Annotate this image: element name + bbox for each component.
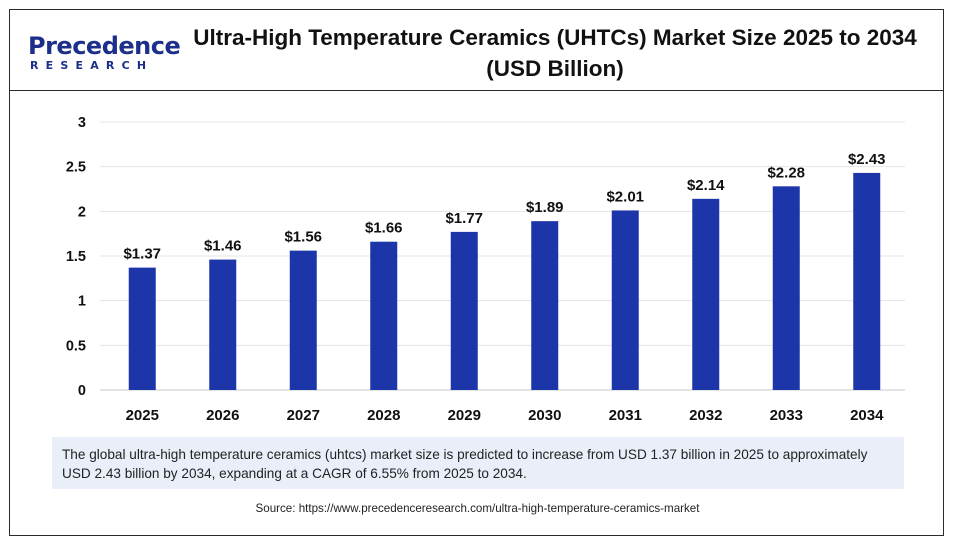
- bar: [370, 241, 398, 390]
- header: Precedence RESEARCH Ultra-High Temperatu…: [10, 10, 943, 91]
- bar-value-label: $2.28: [767, 164, 805, 181]
- y-tick-label: 1: [78, 294, 86, 310]
- y-tick-label: 0: [78, 383, 86, 399]
- x-tick-label: 2033: [770, 407, 803, 424]
- bar-value-label: $1.66: [365, 220, 403, 237]
- x-tick-label: 2025: [126, 407, 159, 424]
- chart-title: Ultra-High Temperature Ceramics (UHTCs) …: [193, 25, 917, 81]
- bar: [450, 231, 478, 390]
- x-tick-label: 2028: [367, 407, 400, 424]
- y-tick-label: 0.5: [66, 338, 86, 354]
- y-tick-label: 2.5: [66, 160, 86, 176]
- logo-subtitle: RESEARCH: [30, 59, 154, 72]
- x-axis-ticks: 2025 2026 2027 2028 2029 2030 2031 2032 2033 2034: [126, 407, 885, 424]
- x-tick-label: 2030: [528, 407, 561, 424]
- bar: [128, 267, 156, 390]
- bar: [772, 186, 800, 390]
- bar: [611, 210, 639, 390]
- bar-value-label: $2.01: [606, 188, 644, 205]
- bar-value-label: $2.14: [687, 177, 725, 194]
- bar: [209, 259, 237, 390]
- value-labels: $1.37 $1.46 $1.56 $1.66 $1.77 $1.89 $2.01 $2.14…: [123, 151, 885, 263]
- bar-value-label: $2.43: [848, 151, 886, 168]
- bar-value-label: $1.89: [526, 199, 564, 216]
- bar-value-label: $1.56: [284, 229, 322, 246]
- bar-value-label: $1.77: [445, 210, 483, 227]
- bar: [289, 250, 317, 390]
- bar: [692, 198, 720, 390]
- brand-logo: Precedence RESEARCH: [28, 32, 181, 78]
- bar: [853, 172, 881, 390]
- logo-wordmark: Precedence: [28, 32, 181, 60]
- y-tick-label: 1.5: [66, 249, 86, 265]
- bar-value-label: $1.37: [123, 246, 161, 263]
- x-tick-label: 2029: [448, 407, 481, 424]
- x-tick-label: 2027: [287, 407, 320, 424]
- y-tick-label: 2: [78, 204, 86, 220]
- x-tick-label: 2031: [609, 407, 642, 424]
- y-axis-ticks: 0 0.5 1 1.5 2 2.5 3: [66, 115, 86, 399]
- bars: [128, 172, 881, 390]
- summary-note: The global ultra-high temperature cerami…: [52, 437, 904, 489]
- bar-value-label: $1.46: [204, 238, 242, 255]
- source-text: Source: https://www.precedenceresearch.c…: [255, 502, 700, 515]
- y-tick-label: 3: [78, 115, 86, 131]
- x-tick-label: 2026: [206, 407, 239, 424]
- x-tick-label: 2034: [850, 407, 884, 424]
- x-tick-label: 2032: [689, 407, 722, 424]
- bar: [531, 221, 559, 390]
